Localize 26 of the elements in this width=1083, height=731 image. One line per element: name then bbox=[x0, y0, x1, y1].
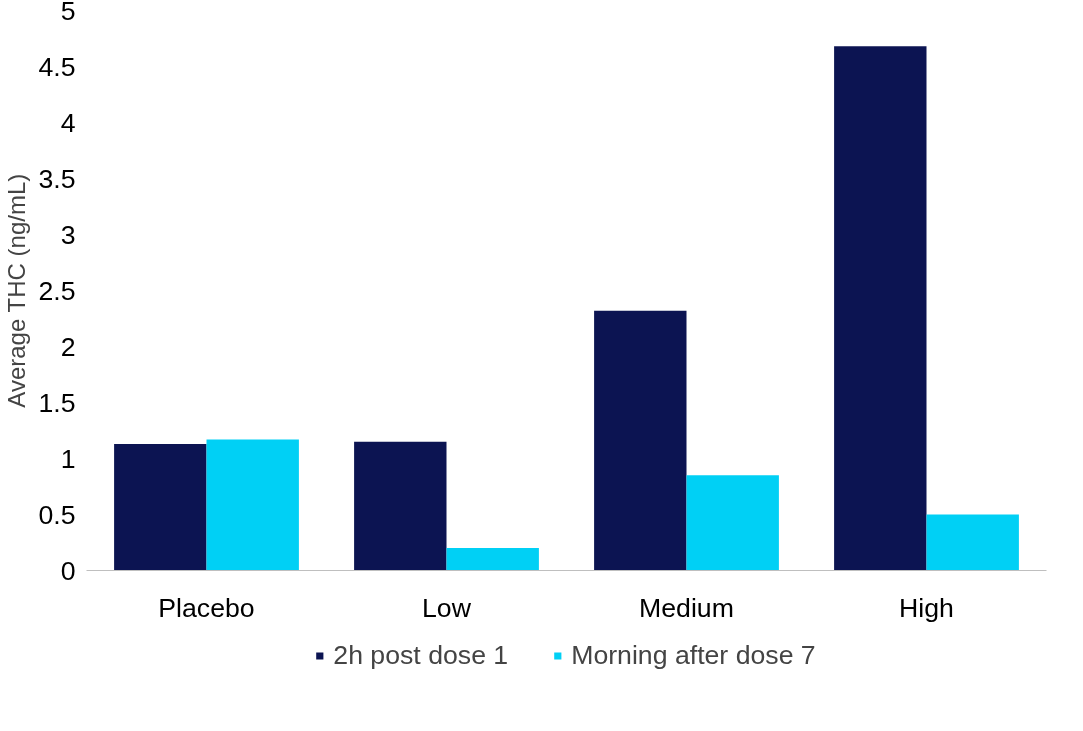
y-tick-label: 2.5 bbox=[38, 275, 76, 306]
legend-label: 2h post dose 1 bbox=[333, 639, 509, 671]
bar bbox=[926, 514, 1019, 571]
bar bbox=[114, 443, 207, 571]
bar bbox=[354, 441, 447, 571]
x-tick-label: Low bbox=[422, 592, 472, 623]
bar bbox=[686, 475, 779, 571]
bar bbox=[834, 46, 927, 571]
x-tick-label: Medium bbox=[639, 592, 734, 623]
y-tick-label: 0 bbox=[60, 555, 76, 586]
y-tick-label: 3 bbox=[60, 219, 76, 250]
y-tick-label: 2 bbox=[60, 331, 76, 362]
y-tick-label: 0.5 bbox=[38, 499, 76, 530]
y-axis-title: Average THC (ng/mL) bbox=[3, 173, 31, 408]
x-tick-label: Placebo bbox=[158, 592, 255, 623]
y-tick-label: 3.5 bbox=[38, 163, 76, 194]
legend-label: Morning after dose 7 bbox=[571, 639, 816, 671]
y-tick-label: 4 bbox=[60, 107, 76, 138]
x-tick-label: High bbox=[899, 592, 954, 623]
bar bbox=[446, 548, 539, 571]
y-tick-label: 1 bbox=[60, 443, 76, 474]
y-tick-label: 1.5 bbox=[38, 387, 76, 418]
y-tick-label: 5 bbox=[60, 0, 76, 26]
bar bbox=[206, 439, 299, 571]
y-tick-label: 4.5 bbox=[38, 51, 76, 82]
bar bbox=[594, 310, 687, 571]
